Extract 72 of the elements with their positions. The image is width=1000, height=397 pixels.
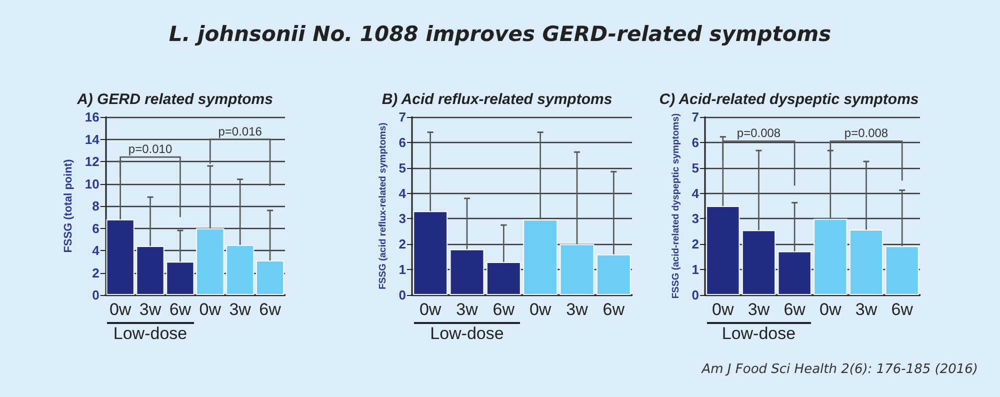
x-tick-label: 3w [748, 300, 770, 319]
y-tick-label: 0 [398, 288, 406, 302]
chart-title: A) GERD related symptoms [76, 91, 273, 108]
x-tick-label: 0w [712, 300, 735, 319]
x-tick-label: 3w [456, 300, 479, 319]
y-tick-label: 0 [92, 288, 100, 302]
annotation: p=0.008 [736, 126, 781, 140]
y-tick-label: 2 [92, 265, 100, 280]
bar [560, 244, 594, 295]
bar [706, 206, 740, 295]
y-tick-label: 14 [84, 132, 100, 147]
x-tick-label: 6w [259, 300, 282, 319]
x-tick-label: 6w [169, 300, 192, 319]
text: Low-dose [429, 324, 505, 344]
y-tick-label: 2 [398, 236, 406, 252]
chart-title: C) Acid-related dyspeptic symptoms [659, 91, 919, 108]
bar [596, 254, 631, 295]
x-tick-label: 3w [566, 300, 589, 319]
y-tick-label: 7 [398, 110, 406, 124]
x-tick-label: 0w [199, 300, 222, 319]
x-tick-label: 0w [419, 300, 442, 319]
x-tick-label: 6w [602, 300, 626, 319]
y-tick-label: 4 [398, 186, 407, 201]
x-tick-label: 0w [820, 300, 842, 319]
y-tick-label: 16 [84, 110, 100, 124]
y-tick-label: 1 [398, 262, 406, 278]
bar [885, 246, 919, 295]
bar [226, 244, 254, 295]
y-tick-label: 6 [692, 134, 699, 150]
y-tick-label: 5 [692, 160, 699, 176]
y-axis-title: FSSG (acid-related dyspeptic symptoms) [670, 113, 682, 299]
annotation: p=0.010 [128, 142, 172, 156]
text: L. johnsonii No. 1088 improves GERD-related symptoms [168, 22, 832, 46]
x-tick-label: 3w [229, 300, 252, 319]
y-axis-title: FSSG (total point) [62, 158, 74, 253]
y-tick-label: 3 [692, 211, 699, 226]
x-tick-label: 6w [784, 300, 806, 319]
y-tick-label: 4 [92, 243, 100, 258]
bar [849, 230, 884, 295]
chart-title: B) Acid reflux-related symptoms [382, 91, 612, 108]
y-tick-label: 6 [92, 220, 100, 236]
bar [523, 219, 558, 295]
x-tick-label: 6w [492, 300, 516, 319]
bar [413, 211, 448, 295]
annotation: p=0.008 [844, 126, 888, 140]
bar [256, 260, 284, 295]
y-tick-label: 1 [692, 262, 699, 278]
annotation: p=0.016 [218, 124, 262, 138]
y-tick-label: 8 [92, 198, 100, 214]
x-tick-label: 3w [855, 300, 878, 319]
x-tick-label: 0w [529, 300, 552, 319]
y-tick-label: 2 [692, 236, 699, 252]
text: Low-dose [112, 324, 188, 344]
bar [742, 230, 776, 295]
x-tick-label: 0w [109, 300, 132, 319]
y-axis-title: FSSG (acid reflux-related symptoms) [377, 122, 388, 290]
bar [450, 249, 484, 295]
x-tick-label: 6w [891, 300, 914, 319]
text: Low-dose [720, 324, 797, 344]
y-tick-label: 10 [84, 176, 100, 192]
y-tick-label: 12 [84, 154, 100, 169]
y-tick-label: 5 [398, 160, 406, 176]
y-tick-label: 7 [692, 110, 699, 124]
y-tick-label: 4 [692, 186, 700, 201]
bar [486, 262, 521, 295]
text: Am J Food Sci Health 2(6): 176-185 (2016) [702, 362, 978, 377]
bar [778, 251, 812, 295]
y-tick-label: 6 [398, 134, 406, 150]
y-tick-label: 3 [398, 211, 406, 226]
x-tick-label: 3w [139, 300, 162, 319]
y-tick-label: 0 [692, 288, 699, 302]
bar [814, 218, 848, 295]
